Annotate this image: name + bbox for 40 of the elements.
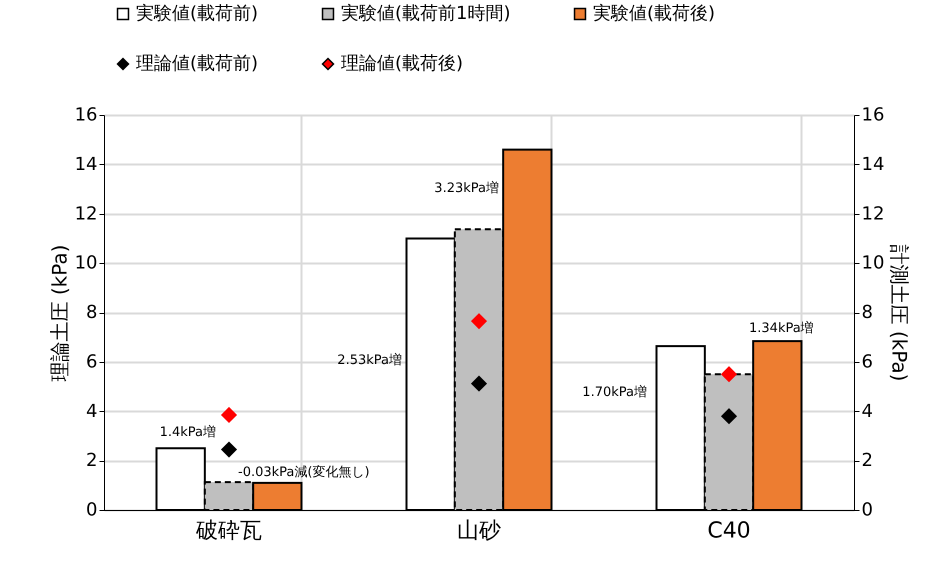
annotation: -0.03kPa減(変化無し) <box>238 464 370 480</box>
point <box>720 366 738 382</box>
y-tick-label: 4 <box>86 400 98 422</box>
y-tick-label: 14 <box>74 154 98 175</box>
legend-label: 実験値(載荷前) <box>136 3 258 24</box>
y-tick-label: 0 <box>86 500 98 520</box>
legend-label: 理論値(載荷前) <box>136 53 258 74</box>
y2-tick-label: 0 <box>862 500 873 520</box>
y2-tick-label: 4 <box>862 400 873 422</box>
y2-tick-label: 6 <box>862 351 873 372</box>
point <box>470 376 488 392</box>
y2-tick-label: 12 <box>862 203 884 224</box>
y-tick-label: 2 <box>86 450 98 472</box>
y2-tick-label: 14 <box>862 154 884 175</box>
x-tick-label: 山砂 <box>457 518 501 544</box>
annotation: 2.53kPa増 <box>337 352 402 368</box>
y2-tick-label: 16 <box>862 104 884 126</box>
annotation: 1.70kPa増 <box>582 384 647 400</box>
y-axis-title: 理論土圧 (kPa) <box>48 244 72 382</box>
legend-label: 理論値(載荷後) <box>341 53 464 74</box>
annotation: 1.4kPa増 <box>160 424 216 440</box>
y2-axis-title: 計測土圧 (kPa) <box>887 244 912 382</box>
y2-tick-label: 10 <box>862 252 884 274</box>
annotation: 1.34kPa増 <box>749 320 814 336</box>
legend-label: 実験値(載荷前1時間) <box>341 3 510 24</box>
y-tick-label: 12 <box>74 203 98 224</box>
y2-tick-label: 8 <box>862 302 873 323</box>
point <box>220 441 238 458</box>
point <box>720 408 738 424</box>
y-tick-label: 6 <box>86 351 98 372</box>
legend-label: 実験値(載荷後) <box>593 3 716 24</box>
point <box>470 313 488 330</box>
point <box>220 406 238 424</box>
annotation: 3.23kPa増 <box>434 180 499 196</box>
x-tick-label: 破砕瓦 <box>195 518 262 544</box>
y-tick-label: 16 <box>74 104 98 126</box>
x-tick-label: C40 <box>707 518 751 544</box>
y-tick-label: 10 <box>74 252 98 274</box>
y-tick-label: 8 <box>86 302 98 323</box>
y2-tick-label: 2 <box>862 450 873 472</box>
